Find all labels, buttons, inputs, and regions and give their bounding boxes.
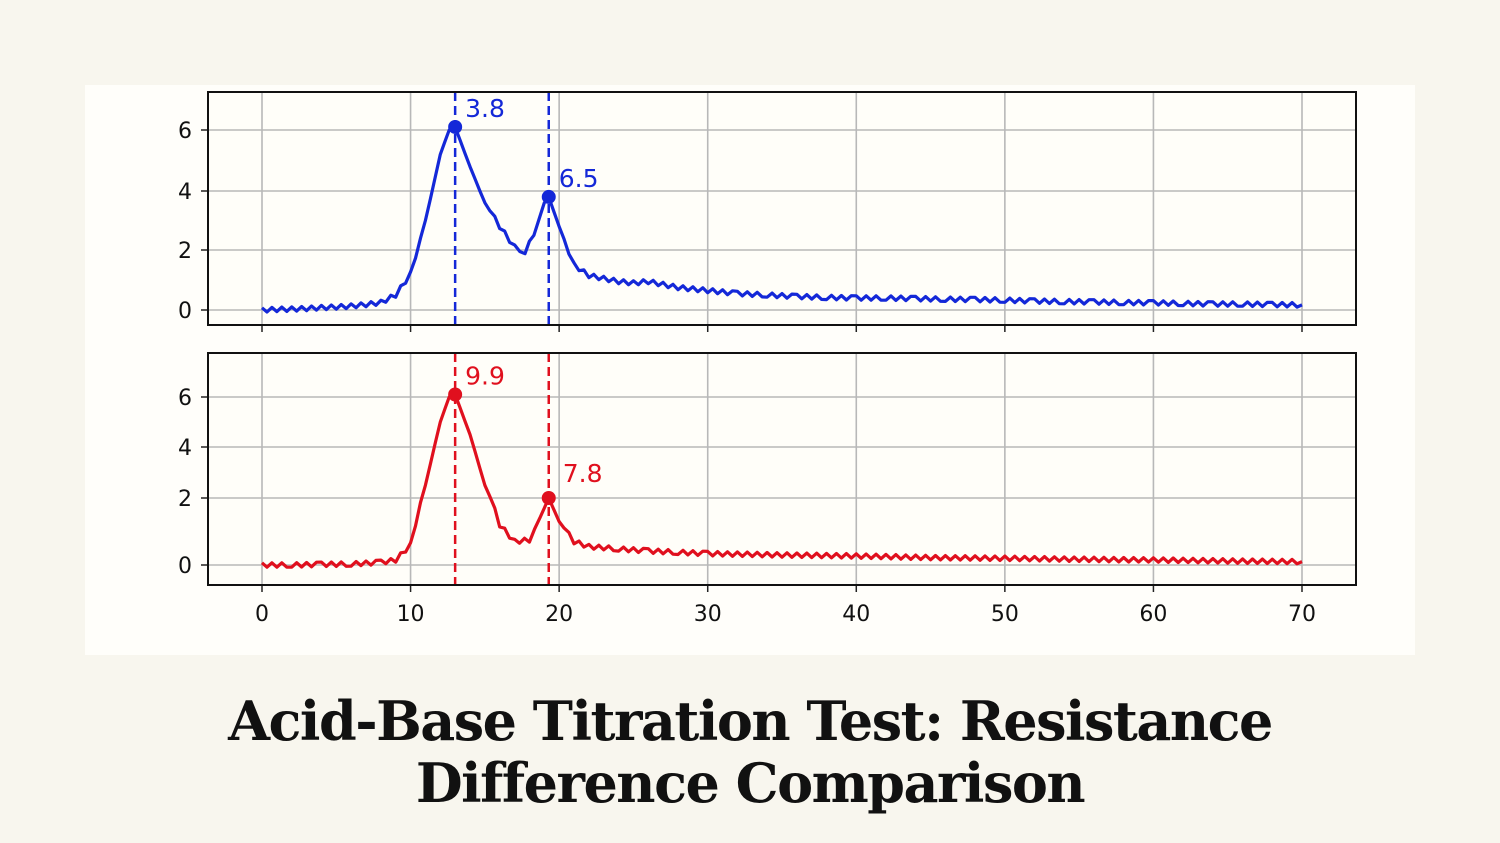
panel-frame	[207, 91, 1357, 326]
panel-1: 0 2 4 6 3.8 6.5	[178, 91, 1357, 332]
y-tick-label: 2	[178, 487, 192, 512]
y-tick-label: 0	[178, 554, 192, 579]
x-tick-label: 30	[694, 602, 722, 627]
peak-marker	[541, 491, 556, 505]
y-tick-label: 4	[178, 436, 192, 461]
y-tick-label: 6	[178, 119, 192, 144]
peak-marker	[541, 189, 556, 204]
peak-label: 3.8	[465, 94, 505, 123]
x-tick-label: 20	[545, 602, 573, 627]
panel-background	[208, 353, 1356, 585]
peak-marker	[448, 387, 463, 402]
x-tick-label: 60	[1139, 602, 1167, 627]
panel-background	[208, 92, 1356, 325]
series-line	[260, 392, 1303, 569]
x-tick-label: 10	[397, 602, 425, 627]
y-tick-label: 4	[178, 180, 192, 205]
y-tick-label: 6	[178, 386, 192, 411]
x-tick-label: 40	[842, 602, 870, 627]
panel-frame	[207, 352, 1357, 586]
series-line	[260, 125, 1303, 314]
peak-label: 9.9	[465, 362, 505, 391]
x-tick-label: 70	[1288, 602, 1316, 627]
peak-label: 7.8	[563, 459, 603, 488]
y-tick-label: 0	[178, 299, 192, 324]
x-tick-label: 0	[255, 602, 269, 627]
peak-marker	[448, 119, 463, 134]
x-tick-label: 50	[991, 602, 1019, 627]
chart-title: Acid-Base Titration Test: Resistance Diff…	[228, 689, 1273, 815]
y-tick-label: 2	[178, 239, 192, 264]
peak-label: 6.5	[559, 164, 599, 193]
